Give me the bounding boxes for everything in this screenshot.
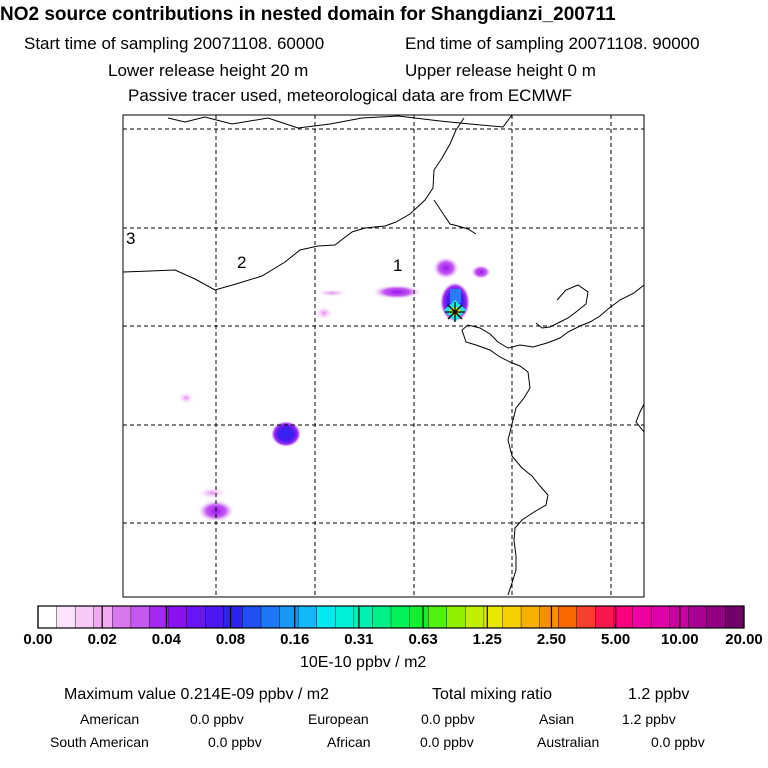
colorbar-cell: [595, 605, 615, 629]
colorbar-cell: [335, 605, 355, 629]
figure-title: NO2 source contributions in nested domai…: [0, 4, 616, 25]
colorbar-cell: [446, 605, 466, 629]
plume-west-small: [315, 306, 333, 320]
colorbar-cell: [706, 605, 726, 629]
colorbar-cell: [520, 605, 541, 629]
colorbar-cell: [669, 605, 689, 629]
colorbar-cell: [112, 605, 132, 629]
region-label-1: 1: [393, 256, 402, 275]
colorbar-cell: [130, 605, 150, 629]
plume-ne-1: [433, 257, 459, 279]
start-time: Start time of sampling 20071108. 60000: [24, 34, 325, 53]
colorbar-cell: [558, 605, 578, 629]
total-mixing-label: Total mixing ratio: [432, 686, 553, 703]
region-african-label: African: [327, 734, 371, 750]
map-frame: [122, 114, 645, 598]
region-south-american-label: South American: [50, 734, 149, 750]
colorbar-cell: [632, 605, 652, 629]
colorbar-units: 10E-10 ppbv / m2: [300, 654, 427, 671]
colorbar-tick-label: 0.63: [408, 631, 438, 648]
plume-blue-center: [271, 421, 301, 447]
plume-south-faint-2: [198, 487, 226, 499]
colorbar-cell: [465, 605, 485, 629]
colorbar-tick-label: 20.00: [725, 631, 763, 648]
colorbar-cell: [149, 605, 169, 629]
colorbar-tick-label: 0.02: [87, 631, 117, 648]
end-time: End time of sampling 20071108. 90000: [405, 34, 700, 53]
region-european-value: 0.0 ppbv: [421, 711, 475, 727]
colorbar-tick-label: 10.00: [661, 631, 699, 648]
tracer-note: Passive tracer used, meteorological data…: [128, 86, 573, 105]
region-label-3: 3: [126, 229, 135, 248]
colorbar-cell: [427, 605, 448, 629]
colorbar-cell: [205, 605, 225, 629]
plume-south-faint: [178, 392, 194, 404]
colorbar-cell: [539, 605, 559, 629]
coastlines: [123, 115, 644, 596]
colorbar-tick-label: 5.00: [601, 631, 631, 648]
colorbar-cell: [93, 605, 113, 629]
colorbar-tick-label: 1.25: [472, 631, 502, 648]
colorbar-cell: [390, 605, 411, 629]
colorbar-tick-label: 2.50: [536, 631, 567, 648]
colorbar-cell: [167, 605, 188, 629]
colorbar-cell: [297, 605, 318, 629]
max-value: Maximum value 0.214E-09 ppbv / m2: [64, 686, 330, 703]
colorbar-cell: [502, 605, 522, 629]
receptor-star-icon: [445, 302, 465, 322]
colorbar-cell: [260, 605, 281, 629]
colorbar-cell: [37, 605, 58, 629]
total-mixing-value: 1.2 ppbv: [628, 686, 690, 703]
colorbar-tick-label: 0.04: [151, 631, 181, 648]
graticule: [123, 115, 644, 597]
plume-west-faint: [316, 289, 348, 297]
region-label-2: 2: [237, 253, 246, 272]
plume-central: [373, 285, 421, 299]
colorbar-cell: [186, 605, 206, 629]
region-european-label: European: [308, 711, 369, 727]
colorbar-cell: [279, 605, 299, 629]
region-african-value: 0.0 ppbv: [420, 734, 474, 750]
colorbar-cell: [74, 605, 95, 629]
colorbar-tick-label: 0.31: [344, 631, 374, 648]
colorbar-cell: [576, 605, 596, 629]
region-australian-value: 0.0 ppbv: [651, 734, 705, 750]
colorbar-tick-label: 0.16: [280, 631, 310, 648]
colorbar-cell: [613, 605, 634, 629]
colorbar-cell: [688, 605, 708, 629]
colorbar-cell: [242, 605, 262, 629]
colorbar-cell: [650, 605, 671, 629]
upper-release-height: Upper release height 0 m: [405, 61, 596, 80]
hotspot-core: [450, 289, 461, 303]
colorbar-cell: [409, 605, 429, 629]
region-australian-label: Australian: [537, 734, 600, 750]
region-american-label: American: [80, 711, 140, 727]
colorbar-cell: [725, 605, 745, 629]
plume-ne-2: [471, 265, 491, 279]
lower-release-height: Lower release height 20 m: [108, 61, 309, 80]
region-asian-label: Asian: [539, 711, 575, 727]
region-asian-value: 1.2 ppbv: [622, 711, 676, 727]
colorbar-cell: [223, 605, 243, 629]
region-american-value: 0.0 ppbv: [190, 711, 244, 727]
colorbar-cell: [353, 605, 373, 629]
colorbar-tick-label: 0.08: [215, 631, 246, 648]
colorbar-cell: [56, 605, 76, 629]
region-south-american-value: 0.0 ppbv: [208, 734, 262, 750]
colorbar-cell: [372, 605, 392, 629]
colorbar-tick-label: 0.00: [23, 631, 53, 648]
colorbar-cell: [316, 605, 336, 629]
